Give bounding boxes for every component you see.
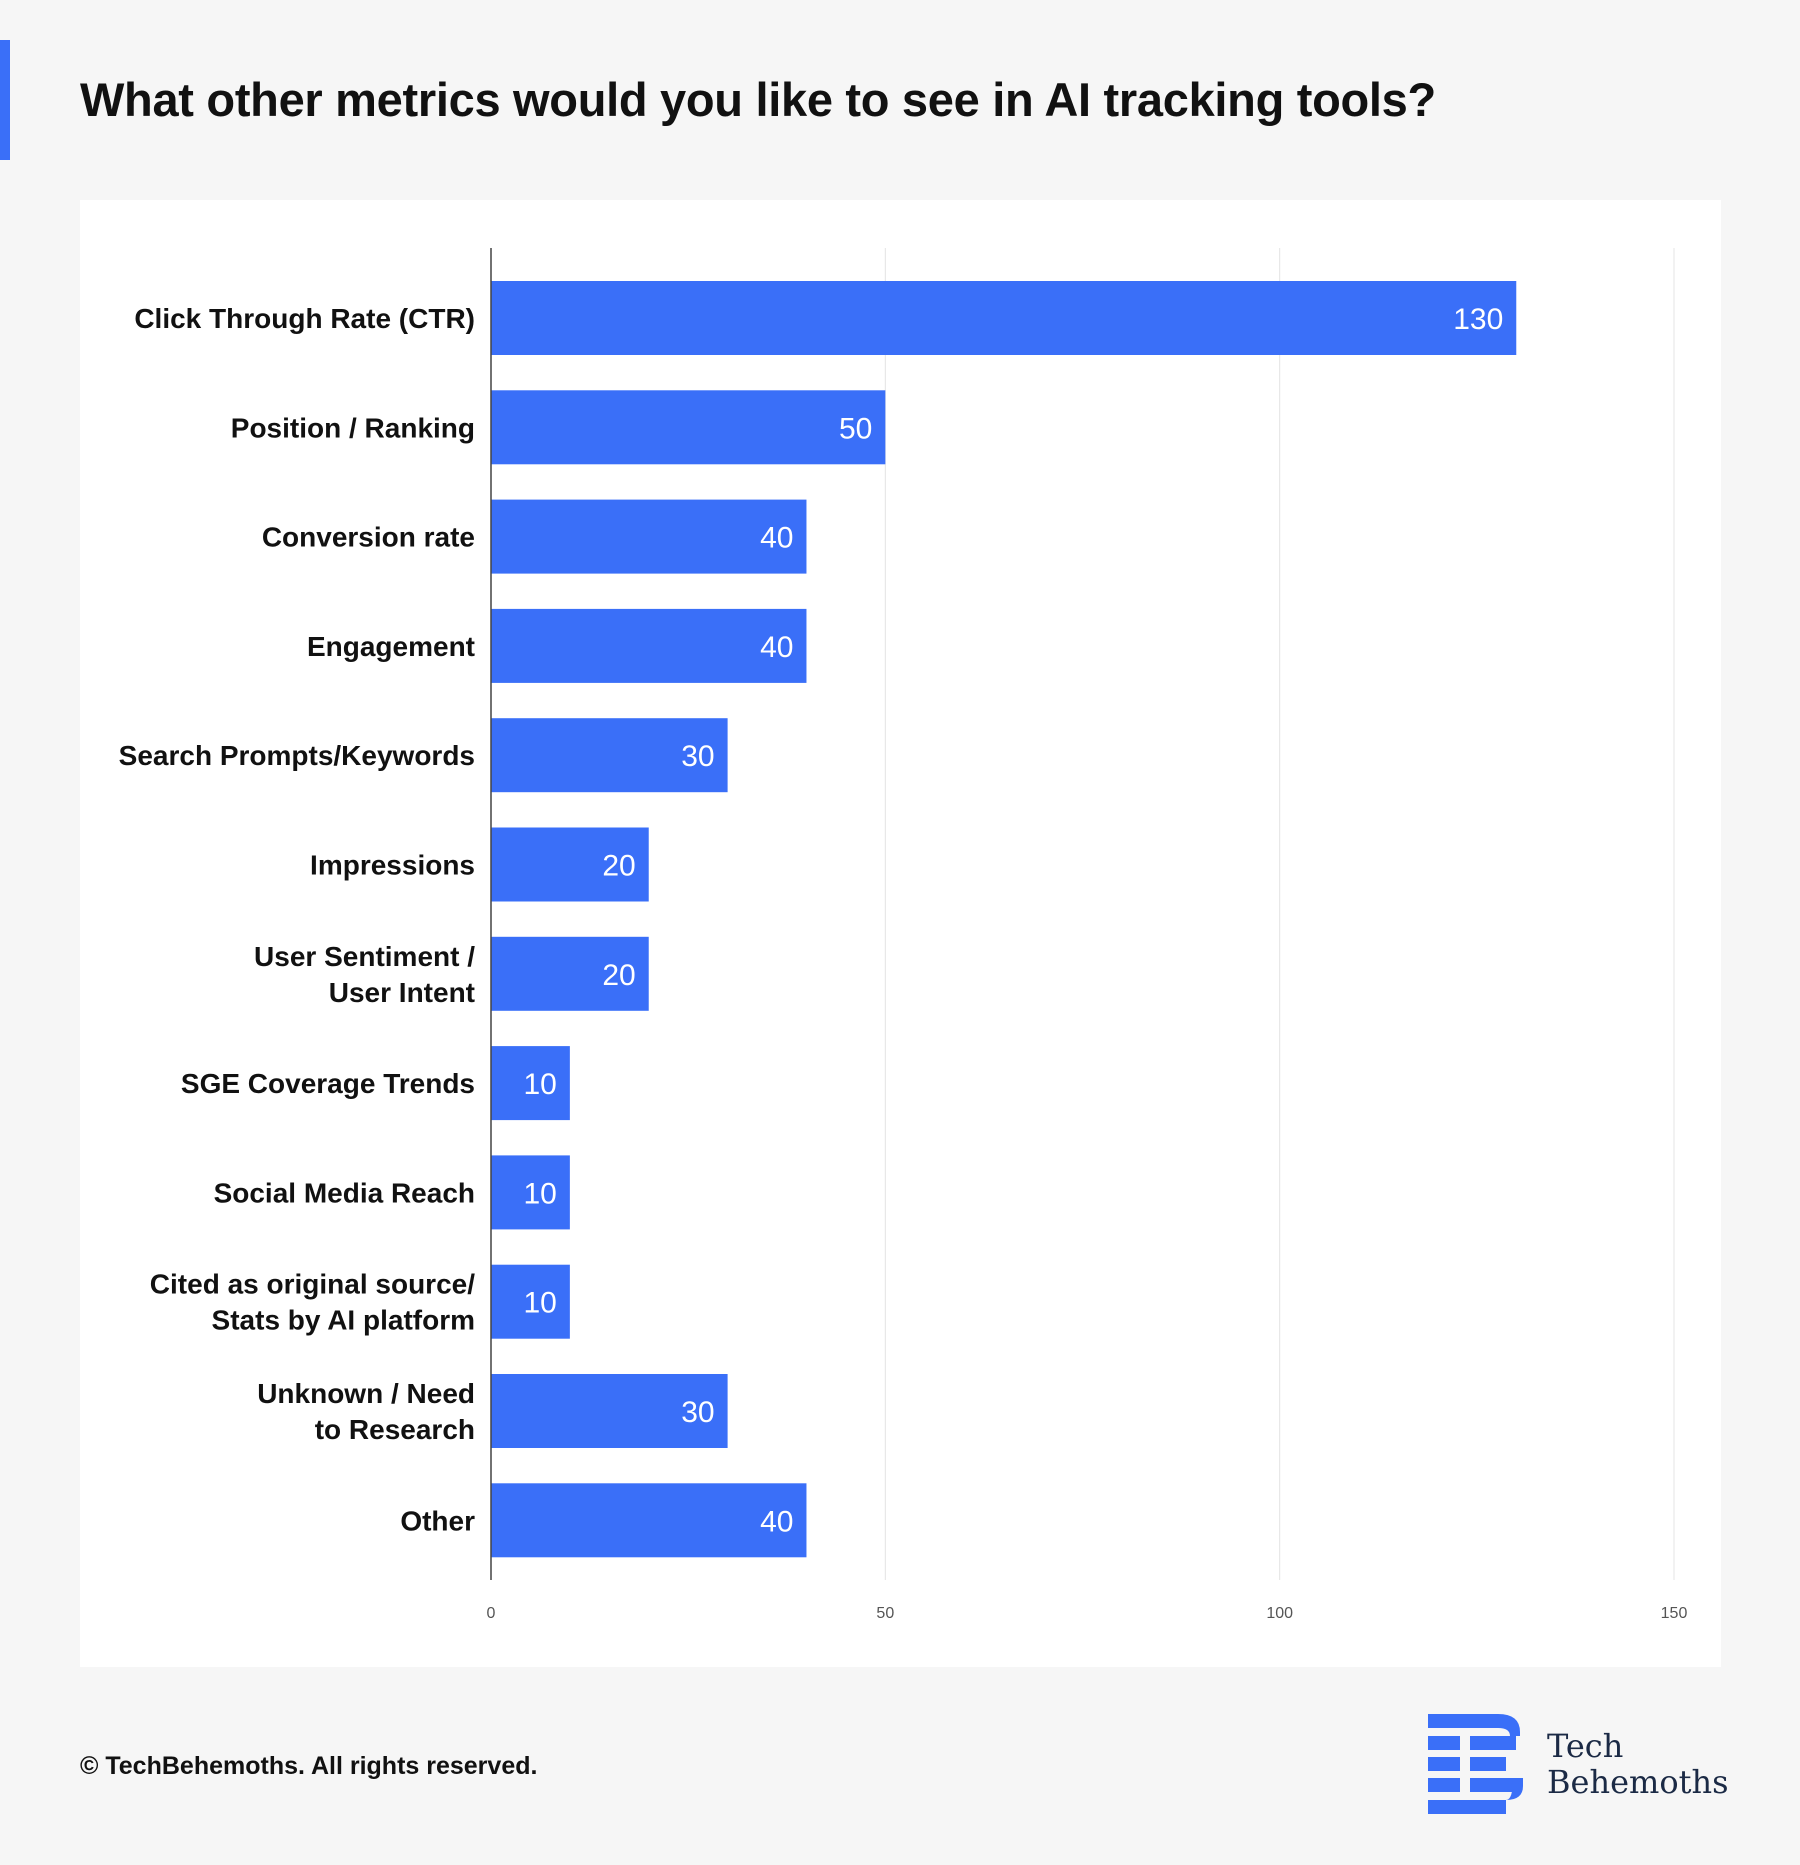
category-label: Other: [400, 1505, 475, 1536]
copyright-text: © TechBehemoths. All rights reserved.: [80, 1752, 538, 1780]
bar-value-label: 20: [602, 850, 635, 883]
bar: [491, 1155, 570, 1230]
bar: [491, 281, 1517, 355]
bar-chart: 0 50 100 150 130 Click Through Rate (CTR) 50 Po…: [119, 248, 1688, 1622]
bar-value-label: 10: [523, 1177, 556, 1210]
bar-value-label: 40: [760, 1505, 793, 1538]
bar-value-label: 30: [681, 1396, 714, 1429]
category-label: Conversion rate: [262, 522, 475, 553]
bar-value-label: 30: [681, 740, 714, 773]
accent-bar: [0, 40, 10, 160]
bar: [491, 608, 807, 683]
bar: [491, 1046, 570, 1121]
bar-value-label: 40: [760, 522, 793, 555]
bar-value-label: 130: [1453, 303, 1503, 336]
category-label: Position / Ranking: [231, 412, 475, 443]
category-label: User Sentiment / User Intent: [254, 941, 475, 1008]
bar: [491, 390, 886, 465]
brand-name: Tech Behemoths: [1547, 1728, 1729, 1800]
category-label: Unknown / Need to Research: [257, 1378, 475, 1445]
category-label: SGE Coverage Trends: [181, 1068, 475, 1099]
bar-value-label: 10: [523, 1287, 556, 1320]
bar: [491, 718, 728, 793]
bar-value-label: 50: [839, 412, 872, 445]
bar-value-label: 40: [760, 631, 793, 664]
category-label: Social Media Reach: [214, 1177, 475, 1208]
bar-value-label: 10: [523, 1068, 556, 1101]
x-tick-label: 0: [487, 1605, 496, 1622]
category-label: Search Prompts/Keywords: [119, 740, 475, 771]
bar: [491, 1483, 807, 1558]
chart-card: 0 50 100 150 130 Click Through Rate (CTR) 50 Po…: [80, 200, 1721, 1667]
category-label: Click Through Rate (CTR): [134, 303, 475, 334]
techbehemoths-logo-icon: [1428, 1714, 1523, 1814]
category-label: Engagement: [307, 631, 475, 662]
category-label: Cited as original source/Stats by AI pla…: [150, 1269, 475, 1336]
bar: [491, 936, 649, 1011]
x-tick-label: 50: [876, 1605, 894, 1622]
x-tick-label: 150: [1661, 1605, 1688, 1622]
x-tick-label: 100: [1266, 1605, 1293, 1622]
bar: [491, 827, 649, 902]
bar: [491, 499, 807, 574]
category-label: Impressions: [310, 850, 475, 881]
brand-name-line1: Tech: [1547, 1727, 1624, 1765]
bar-value-label: 20: [602, 959, 635, 992]
brand-name-line2: Behemoths: [1547, 1763, 1729, 1801]
bar: [491, 1264, 570, 1339]
brand: Tech Behemoths: [1428, 1714, 1729, 1814]
bar: [491, 1374, 728, 1448]
page-title: What other metrics would you like to see…: [80, 73, 1436, 126]
